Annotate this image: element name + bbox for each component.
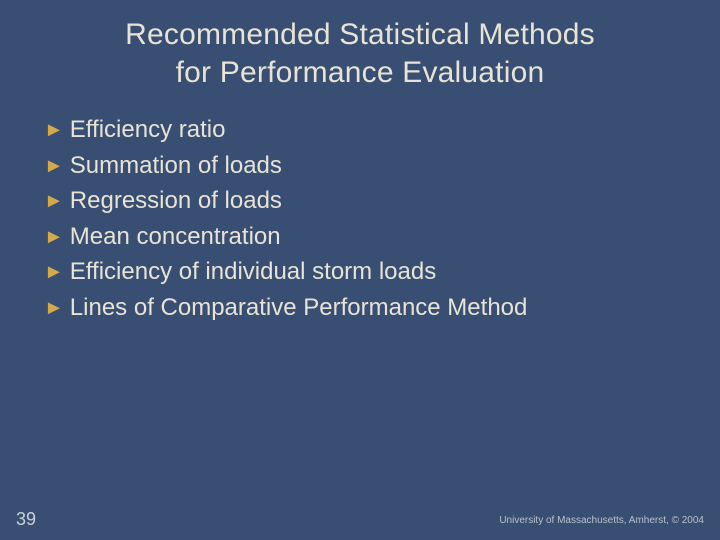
list-item: ►Regression of loads [44,184,680,218]
bullet-text: Lines of Comparative Performance Method [70,294,528,321]
slide-footer: University of Massachusetts, Amherst, © … [499,515,704,526]
play-bullet-icon: ► [44,152,64,180]
play-bullet-icon: ► [44,223,64,251]
list-item: ►Summation of loads [44,149,680,183]
bullet-text: Summation of loads [70,152,282,179]
play-bullet-icon: ► [44,294,64,322]
bullet-text: Mean concentration [70,223,281,250]
bullet-text: Regression of loads [70,187,282,214]
title-line-2: for Performance Evaluation [176,56,545,89]
play-bullet-icon: ► [44,116,64,144]
list-item: ►Lines of Comparative Performance Method [44,291,680,325]
list-item: ►Efficiency ratio [44,113,680,147]
play-bullet-icon: ► [44,258,64,286]
list-item: ►Mean concentration [44,220,680,254]
slide-body: ►Efficiency ratio ►Summation of loads ►R… [0,91,720,325]
slide-number: 39 [16,509,36,530]
play-bullet-icon: ► [44,187,64,215]
list-item: ►Efficiency of individual storm loads [44,255,680,289]
slide-title: Recommended Statistical Methods for Perf… [0,0,720,91]
bullet-text: Efficiency of individual storm loads [70,258,436,285]
bullet-text: Efficiency ratio [70,116,226,143]
title-line-1: Recommended Statistical Methods [125,18,595,51]
